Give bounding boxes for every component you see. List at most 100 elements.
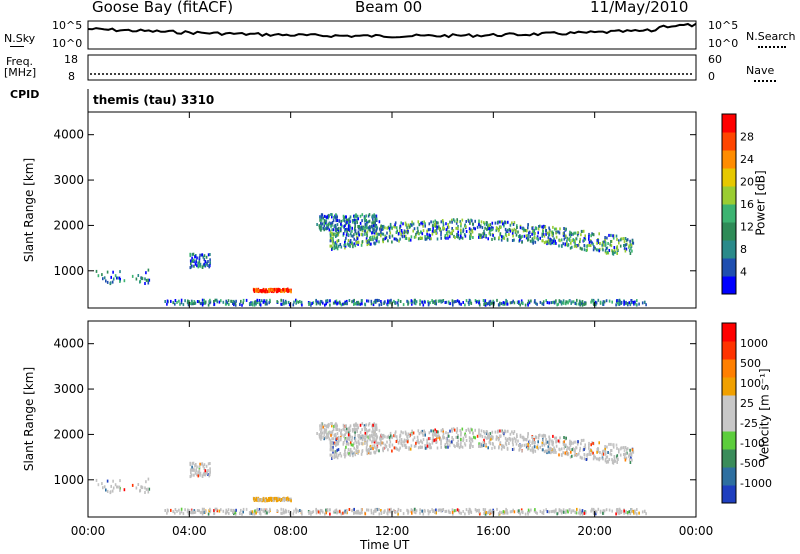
velocity-cell xyxy=(331,430,334,433)
velocity-cell xyxy=(331,437,333,441)
power-cell xyxy=(468,227,471,231)
velocity-cell xyxy=(216,509,219,513)
velocity-cell xyxy=(368,437,370,441)
velocity-cell xyxy=(619,447,622,451)
velocity-cell xyxy=(227,508,230,512)
power-cell xyxy=(179,302,181,306)
power-cell xyxy=(630,246,632,250)
power-cell xyxy=(532,230,535,233)
velocity-cell xyxy=(205,464,208,468)
power-cell xyxy=(233,303,235,307)
velocity-cell xyxy=(543,443,546,447)
power-cell xyxy=(595,248,598,252)
velocity-cell xyxy=(308,510,310,514)
power-cell xyxy=(508,227,511,231)
velocity-cell xyxy=(429,437,432,440)
velocity-cell xyxy=(579,511,582,515)
velocity-cell xyxy=(119,479,121,483)
velocity-cell xyxy=(630,452,633,456)
power-cell xyxy=(461,236,464,240)
power-cell xyxy=(367,214,370,218)
power-cell xyxy=(553,241,555,245)
velocity-cell xyxy=(630,510,633,514)
velocity-cell xyxy=(334,424,336,428)
velocity-cell xyxy=(373,450,375,454)
velocity-cell xyxy=(147,490,150,494)
power-cell xyxy=(550,238,552,242)
power-cell xyxy=(424,235,426,239)
power-cell xyxy=(332,301,335,305)
power-cell xyxy=(391,234,394,238)
velocity-cell xyxy=(189,475,192,479)
velocity-cell xyxy=(379,436,381,440)
power-cell xyxy=(468,230,471,234)
velocity-cell xyxy=(570,450,572,454)
power-cell xyxy=(488,227,491,230)
velocity-cell xyxy=(560,509,562,513)
velocity-cell xyxy=(386,440,388,444)
velocity-cell xyxy=(260,498,263,502)
velocity-cell xyxy=(348,426,351,430)
power-cell xyxy=(513,238,515,242)
power-cell xyxy=(625,243,627,247)
velocity-cell xyxy=(250,511,253,515)
power-cell xyxy=(329,236,332,240)
power-cell xyxy=(451,299,454,303)
power-cell xyxy=(373,235,376,239)
velocity-cell xyxy=(421,509,423,513)
velocity-cell xyxy=(482,508,485,511)
power-cell xyxy=(364,222,367,226)
velocity-cell xyxy=(135,486,138,490)
velocity-cell xyxy=(592,451,594,455)
velocity-cell xyxy=(463,442,466,446)
velocity-cell xyxy=(469,444,472,448)
power-cell xyxy=(531,232,533,236)
power-cell xyxy=(448,230,450,234)
power-cell xyxy=(616,245,619,249)
velocity-cell xyxy=(563,442,566,446)
velocity-cell xyxy=(365,446,368,450)
velocity-cell xyxy=(553,450,555,454)
power-cell xyxy=(434,302,436,305)
velocity-cell xyxy=(470,441,472,445)
power-cell xyxy=(460,302,462,306)
power-cell xyxy=(435,232,437,235)
velocity-cell xyxy=(492,442,494,446)
velocity-cell xyxy=(300,509,303,513)
power-cell xyxy=(190,259,193,263)
velocity-cell xyxy=(343,511,346,515)
power-cell xyxy=(345,301,348,305)
velocity-cell xyxy=(330,453,333,457)
power-cell xyxy=(531,237,534,241)
velocity-cell xyxy=(184,508,186,512)
velocity-cell xyxy=(144,491,146,494)
velocity-cell xyxy=(321,431,324,435)
power-cell xyxy=(483,303,485,306)
power-cell xyxy=(196,264,198,268)
velocity-cell xyxy=(483,510,486,514)
power-cell xyxy=(519,303,521,307)
power-cell xyxy=(373,300,375,304)
velocity-cell xyxy=(525,443,528,447)
power-cell xyxy=(545,240,547,244)
velocity-cell xyxy=(231,508,233,512)
power-cell xyxy=(336,233,338,237)
velocity-cell xyxy=(567,452,570,456)
velocity-cell xyxy=(577,440,579,444)
power-cell xyxy=(188,300,190,304)
velocity-cell xyxy=(604,445,606,448)
power-cell xyxy=(479,236,482,239)
velocity-cell xyxy=(422,438,425,442)
nsky-hi-tick: 10^5 xyxy=(52,19,83,32)
power-cell xyxy=(546,301,549,305)
velocity-cell xyxy=(207,462,210,466)
velocity-cell xyxy=(527,442,529,446)
power-cell xyxy=(336,219,339,222)
velocity-cell xyxy=(233,512,235,516)
velocity-cell xyxy=(483,512,485,515)
power-cell xyxy=(563,237,566,241)
power-cell xyxy=(521,240,523,244)
velocity-cell xyxy=(371,433,373,437)
power-cell xyxy=(461,218,464,222)
power-cell xyxy=(361,213,364,217)
